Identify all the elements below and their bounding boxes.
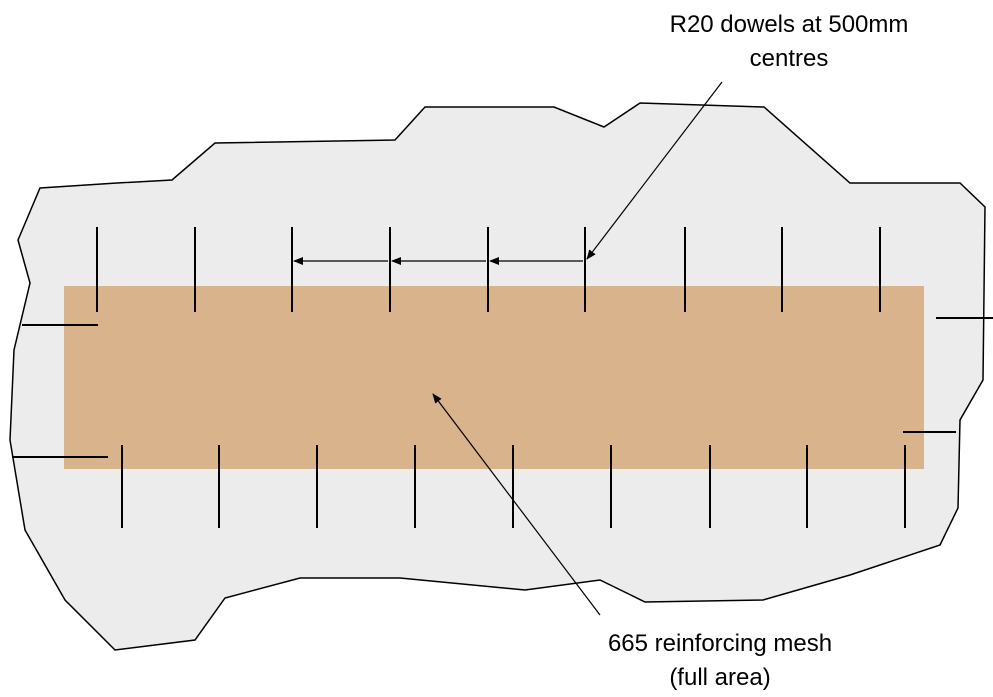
dowel-label-line2: centres [750, 45, 829, 72]
mesh-label-leader [432, 393, 601, 616]
mesh-label-line1: 665 reinforcing mesh [608, 630, 832, 657]
top-dowel-row [96, 227, 881, 312]
bottom-dowel-row [121, 445, 906, 528]
edge-dowels [12, 317, 993, 458]
dowel-label-leader [586, 81, 723, 260]
reinforcing-mesh-area [64, 286, 924, 469]
dowel-label-line1: R20 dowels at 500mm [670, 11, 909, 38]
mesh-label-line2: (full area) [669, 664, 770, 691]
